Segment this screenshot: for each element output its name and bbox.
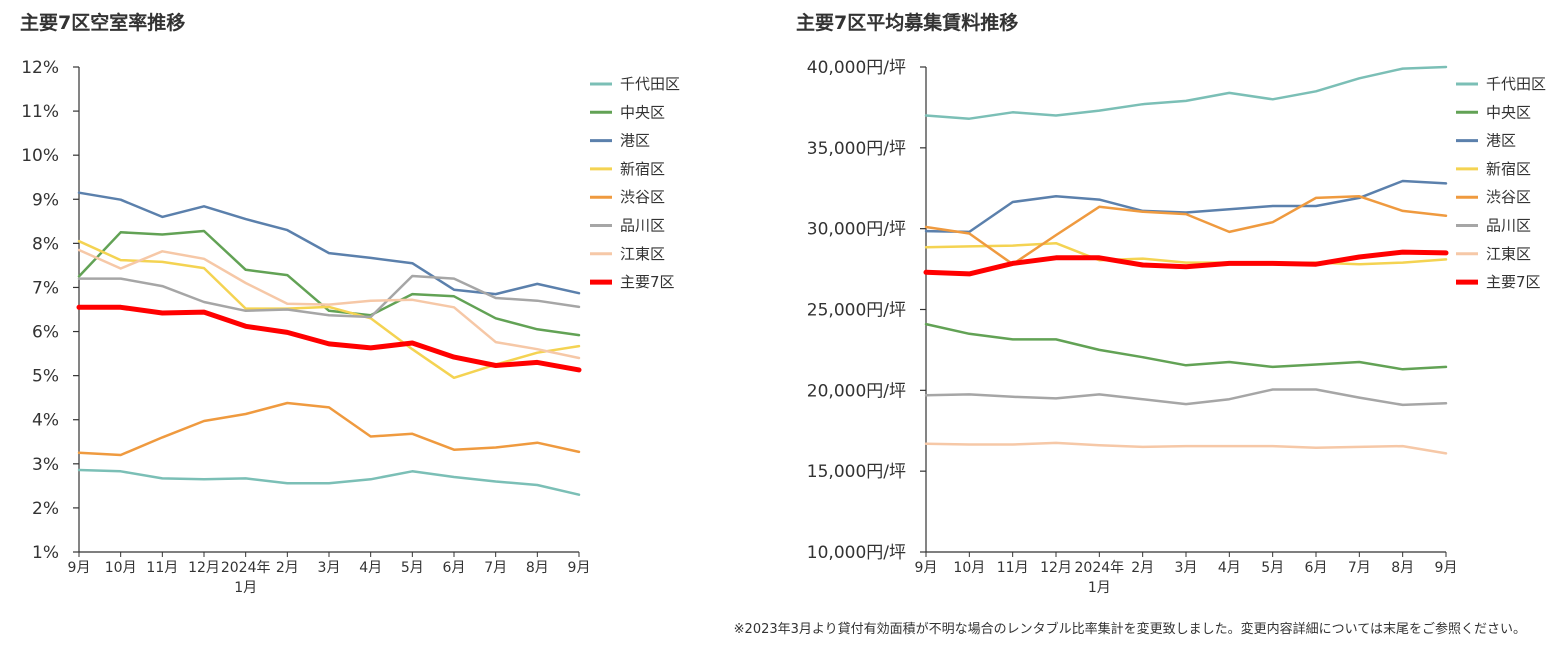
vacancy-x-tick-label: 6月 (443, 560, 466, 576)
vacancy-y-tick-label: 3% (32, 455, 59, 475)
rent-series-line (924, 388, 1448, 407)
vacancy-y-tick-label: 2% (32, 499, 59, 519)
vacancy-legend-label: 千代田区 (620, 75, 680, 93)
vacancy-series-line (77, 248, 581, 360)
vacancy-x-tick-label: 7月 (484, 560, 507, 576)
vacancy-legend-label: 中央区 (620, 103, 665, 121)
vacancy-y-tick-label: 10% (21, 146, 59, 166)
rent-legend-label: 新宿区 (1486, 160, 1531, 178)
rent-x-tick-label: 9月 (1435, 560, 1458, 576)
rent-chart-title: 主要7区平均募集賃料推移 (796, 12, 1019, 34)
rent-legend-label: 港区 (1486, 132, 1516, 150)
vacancy-x-tick-label: 11月 (146, 560, 178, 576)
rent-series-line (923, 249, 1449, 277)
vacancy-series-line (77, 229, 581, 337)
rent-x-tick-sublabel: 1月 (1088, 580, 1111, 596)
vacancy-x-tick-label: 8月 (526, 560, 549, 576)
vacancy-x-tick-label: 2月 (276, 560, 299, 576)
vacancy-series-line (77, 274, 581, 319)
rent-legend-label: 江東区 (1486, 245, 1531, 263)
vacancy-series-line (77, 468, 581, 496)
rent-series-line (924, 179, 1448, 234)
vacancy-series-line (76, 304, 582, 373)
vacancy-x-tick-label: 10月 (105, 560, 137, 576)
rent-series-line (924, 241, 1448, 266)
rent-y-tick-label: 35,000円/坪 (807, 139, 906, 159)
rent-y-tick-label: 30,000円/坪 (807, 220, 906, 240)
rent-legend-label: 主要7区 (1486, 273, 1541, 291)
vacancy-legend-label: 渋谷区 (620, 188, 665, 206)
rent-x-tick-label: 8月 (1391, 560, 1414, 576)
rent-series-line (924, 65, 1448, 120)
rent-y-tick-label: 10,000円/坪 (807, 543, 906, 563)
vacancy-chart-title: 主要7区空室率推移 (20, 12, 186, 34)
rent-y-tick-label: 25,000円/坪 (807, 301, 906, 321)
vacancy-legend-label: 江東区 (620, 245, 665, 263)
vacancy-legend-label: 主要7区 (620, 273, 675, 291)
vacancy-x-tick-label: 9月 (68, 560, 91, 576)
vacancy-x-tick-label: 5月 (401, 560, 424, 576)
rent-x-tick-label: 6月 (1305, 560, 1328, 576)
rent-x-tick-label: 5月 (1261, 560, 1284, 576)
rent-x-tick-label: 7月 (1348, 560, 1371, 576)
rent-x-tick-label: 2024年 (1075, 560, 1125, 576)
rent-legend-label: 中央区 (1486, 103, 1531, 121)
rent-x-tick-label: 10月 (953, 560, 985, 576)
rent-legend-label: 品川区 (1486, 217, 1531, 235)
vacancy-y-tick-label: 8% (32, 234, 59, 254)
rent-series-line (924, 322, 1448, 371)
vacancy-y-tick-label: 9% (32, 190, 59, 210)
vacancy-y-tick-label: 7% (32, 278, 59, 298)
rent-legend-label: 千代田区 (1486, 75, 1546, 93)
vacancy-y-tick-label: 1% (32, 543, 59, 563)
vacancy-legend-label: 港区 (620, 132, 650, 150)
vacancy-y-tick-label: 6% (32, 323, 59, 343)
vacancy-x-tick-sublabel: 1月 (234, 580, 257, 596)
vacancy-series-line (77, 191, 581, 296)
vacancy-x-tick-label: 12月 (188, 560, 220, 576)
vacancy-legend-label: 新宿区 (620, 160, 665, 178)
rent-y-tick-label: 20,000円/坪 (807, 381, 906, 401)
vacancy-x-tick-label: 4月 (359, 560, 382, 576)
vacancy-y-tick-label: 4% (32, 411, 59, 431)
rent-series-line (924, 441, 1448, 455)
vacancy-x-tick-label: 2024年 (221, 560, 271, 576)
rent-x-tick-label: 4月 (1218, 560, 1241, 576)
vacancy-legend-label: 品川区 (620, 217, 665, 235)
vacancy-y-tick-label: 12% (21, 58, 59, 78)
rent-x-tick-label: 9月 (915, 560, 938, 576)
rent-x-tick-label: 12月 (1040, 560, 1072, 576)
vacancy-y-tick-label: 11% (21, 102, 59, 122)
rent-x-tick-label: 2月 (1131, 560, 1154, 576)
vacancy-x-tick-label: 9月 (568, 560, 591, 576)
vacancy-y-tick-label: 5% (32, 367, 59, 387)
rent-x-tick-label: 3月 (1175, 560, 1198, 576)
footnote: ※2023年3月より貸付有効面積が不明な場合のレンタブル比率集計を変更致しました… (733, 622, 1526, 637)
rent-legend-label: 渋谷区 (1486, 188, 1531, 206)
rent-y-tick-label: 40,000円/坪 (807, 58, 906, 78)
rent-x-tick-label: 11月 (997, 560, 1029, 576)
vacancy-x-tick-label: 3月 (318, 560, 341, 576)
vacancy-series-line (77, 401, 581, 457)
rent-y-tick-label: 15,000円/坪 (807, 462, 906, 482)
